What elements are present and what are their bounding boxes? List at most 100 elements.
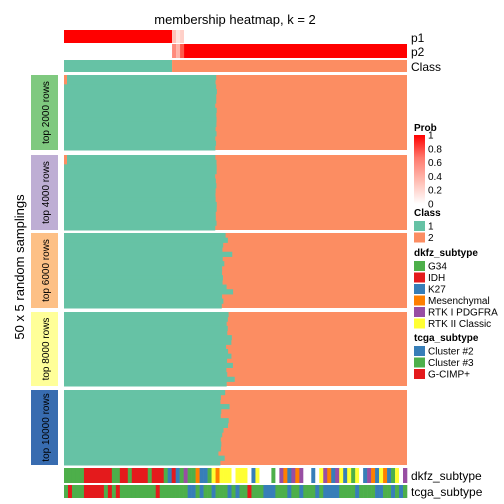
tcga-subtype-cell (67, 485, 73, 498)
dkfz-subtype-cell (163, 468, 168, 483)
dkfz-subtype-cell (315, 468, 320, 483)
dkfz-subtype-cell (355, 468, 360, 483)
tcga-subtype-cell (79, 485, 85, 498)
heatmap-class1-strip (64, 173, 216, 179)
prob-tick-label: 0.4 (428, 172, 442, 183)
legend-item-label: K27 (428, 285, 446, 296)
tcga-subtype-cell (395, 485, 400, 498)
tcga-subtype-cell (331, 485, 336, 498)
tcga-subtype-cell (359, 485, 364, 498)
class-cell (64, 60, 173, 72)
dkfz-subtype-cell (239, 468, 244, 483)
heatmap-class1-strip (64, 225, 216, 231)
dkfz-subtype-cell (291, 468, 296, 483)
tcga-subtype-cell (399, 485, 404, 498)
legend-swatch (414, 307, 425, 317)
heatmap-class1-strip (64, 279, 223, 286)
legend-title-dkfz-subtype: dkfz_subtype (414, 248, 478, 259)
dkfz-subtype-cell (71, 468, 77, 483)
class-cell (172, 60, 407, 72)
dkfz-subtype-cell (279, 468, 284, 483)
dkfz-subtype-cell (195, 468, 200, 483)
tcga-subtype-cell (299, 485, 304, 498)
dkfz-subtype-cell (327, 468, 332, 483)
heatmap-class1-strip (67, 75, 217, 81)
dkfz-subtype-cell (119, 468, 125, 483)
dkfz-subtype-cell (175, 468, 180, 483)
dkfz-subtype-cell (259, 468, 264, 483)
dkfz-subtype-cell (199, 468, 204, 483)
row-group-label: top 10000 rows (41, 393, 52, 461)
dkfz-subtype-cell (171, 468, 176, 483)
dkfz-subtype-cell (203, 468, 208, 483)
dkfz-subtype-cell (191, 468, 196, 483)
dkfz-subtype-cell (67, 468, 73, 483)
dkfz-subtype-cell (87, 468, 93, 483)
legend-item-label: IDH (428, 273, 445, 284)
dkfz-subtype-cell (155, 468, 161, 483)
heatmap-class1-strip (64, 427, 224, 433)
row-group-label: top 2000 rows (41, 81, 52, 144)
heatmap-class1-strip (64, 164, 217, 170)
dkfz-subtype-cell (251, 468, 256, 483)
prob-tick-label: 0.6 (428, 158, 442, 169)
heatmap-class1-strip (64, 353, 232, 359)
legend-swatch (414, 221, 425, 231)
heatmap-class1-strip (64, 284, 227, 290)
p1-cell (184, 30, 407, 43)
heatmap-class1-strip (64, 413, 221, 419)
heatmap-class1-strip (64, 316, 228, 322)
heatmap-class1-strip (64, 178, 216, 184)
dkfz-subtype-cell (263, 468, 268, 483)
tcga-subtype-cell (103, 485, 109, 498)
tcga-subtype-cell (119, 485, 125, 498)
tcga-subtype-cell (127, 485, 133, 498)
tcga-subtype-cell (151, 485, 157, 498)
dkfz-subtype-cell (271, 468, 276, 483)
heatmap-class1-strip (64, 206, 217, 212)
heatmap-class1-strip (64, 169, 217, 175)
dkfz-subtype-cell (351, 468, 356, 483)
dkfz-subtype-cell (143, 468, 149, 483)
heatmap-class1-strip (64, 321, 227, 327)
legend-item-label: Mesenchymal (428, 296, 490, 307)
heatmap-class1-strip (64, 107, 217, 113)
tcga-subtype-cell (403, 485, 408, 498)
tcga-subtype-cell (351, 485, 356, 498)
tcga-subtype-cell (323, 485, 328, 498)
heatmap-class1-strip (64, 145, 216, 151)
tcga-subtype-cell (75, 485, 81, 498)
tcga-subtype-cell (223, 485, 228, 498)
dkfz-subtype-cell (243, 468, 248, 483)
dkfz-subtype-cell (187, 468, 192, 483)
heatmap-class1-strip (64, 399, 221, 405)
heatmap-class1-strip (64, 187, 216, 193)
heatmap-class1-strip (64, 349, 229, 355)
dkfz-subtype-cell (395, 468, 400, 483)
tcga-subtype-cell (235, 485, 240, 498)
heatmap-class1-strip (64, 339, 232, 345)
heatmap-class1-strip (64, 390, 226, 396)
dkfz-subtype-cell (107, 468, 113, 483)
heatmap-class1-strip (64, 112, 217, 118)
dkfz-subtype-cell (367, 468, 372, 483)
tcga-subtype-cell (143, 485, 149, 498)
legends: Prob10.80.60.40.20Class12dkfz_subtypeG34… (414, 123, 498, 381)
dkfz-subtype-cell (139, 468, 145, 483)
legend-swatch (414, 284, 425, 294)
dkfz-subtype-cell (95, 468, 101, 483)
dkfz-subtype-cell (159, 468, 165, 483)
tcga-subtype-cell (307, 485, 312, 498)
p1-cell (180, 30, 185, 43)
dkfz-subtype-cell (247, 468, 252, 483)
heatmap-body (64, 75, 407, 466)
dkfz-subtype-cell (323, 468, 328, 483)
heatmap-class1-strip (64, 418, 229, 424)
dkfz-subtype-cell (311, 468, 316, 483)
tcga-subtype-cell (303, 485, 308, 498)
p2-cell (184, 44, 407, 58)
legend-item-label: 1 (428, 222, 434, 233)
annotation-label-dkfz-subtype: dkfz_subtype (411, 469, 482, 483)
legend-item-label: G-CIMP+ (428, 370, 470, 381)
